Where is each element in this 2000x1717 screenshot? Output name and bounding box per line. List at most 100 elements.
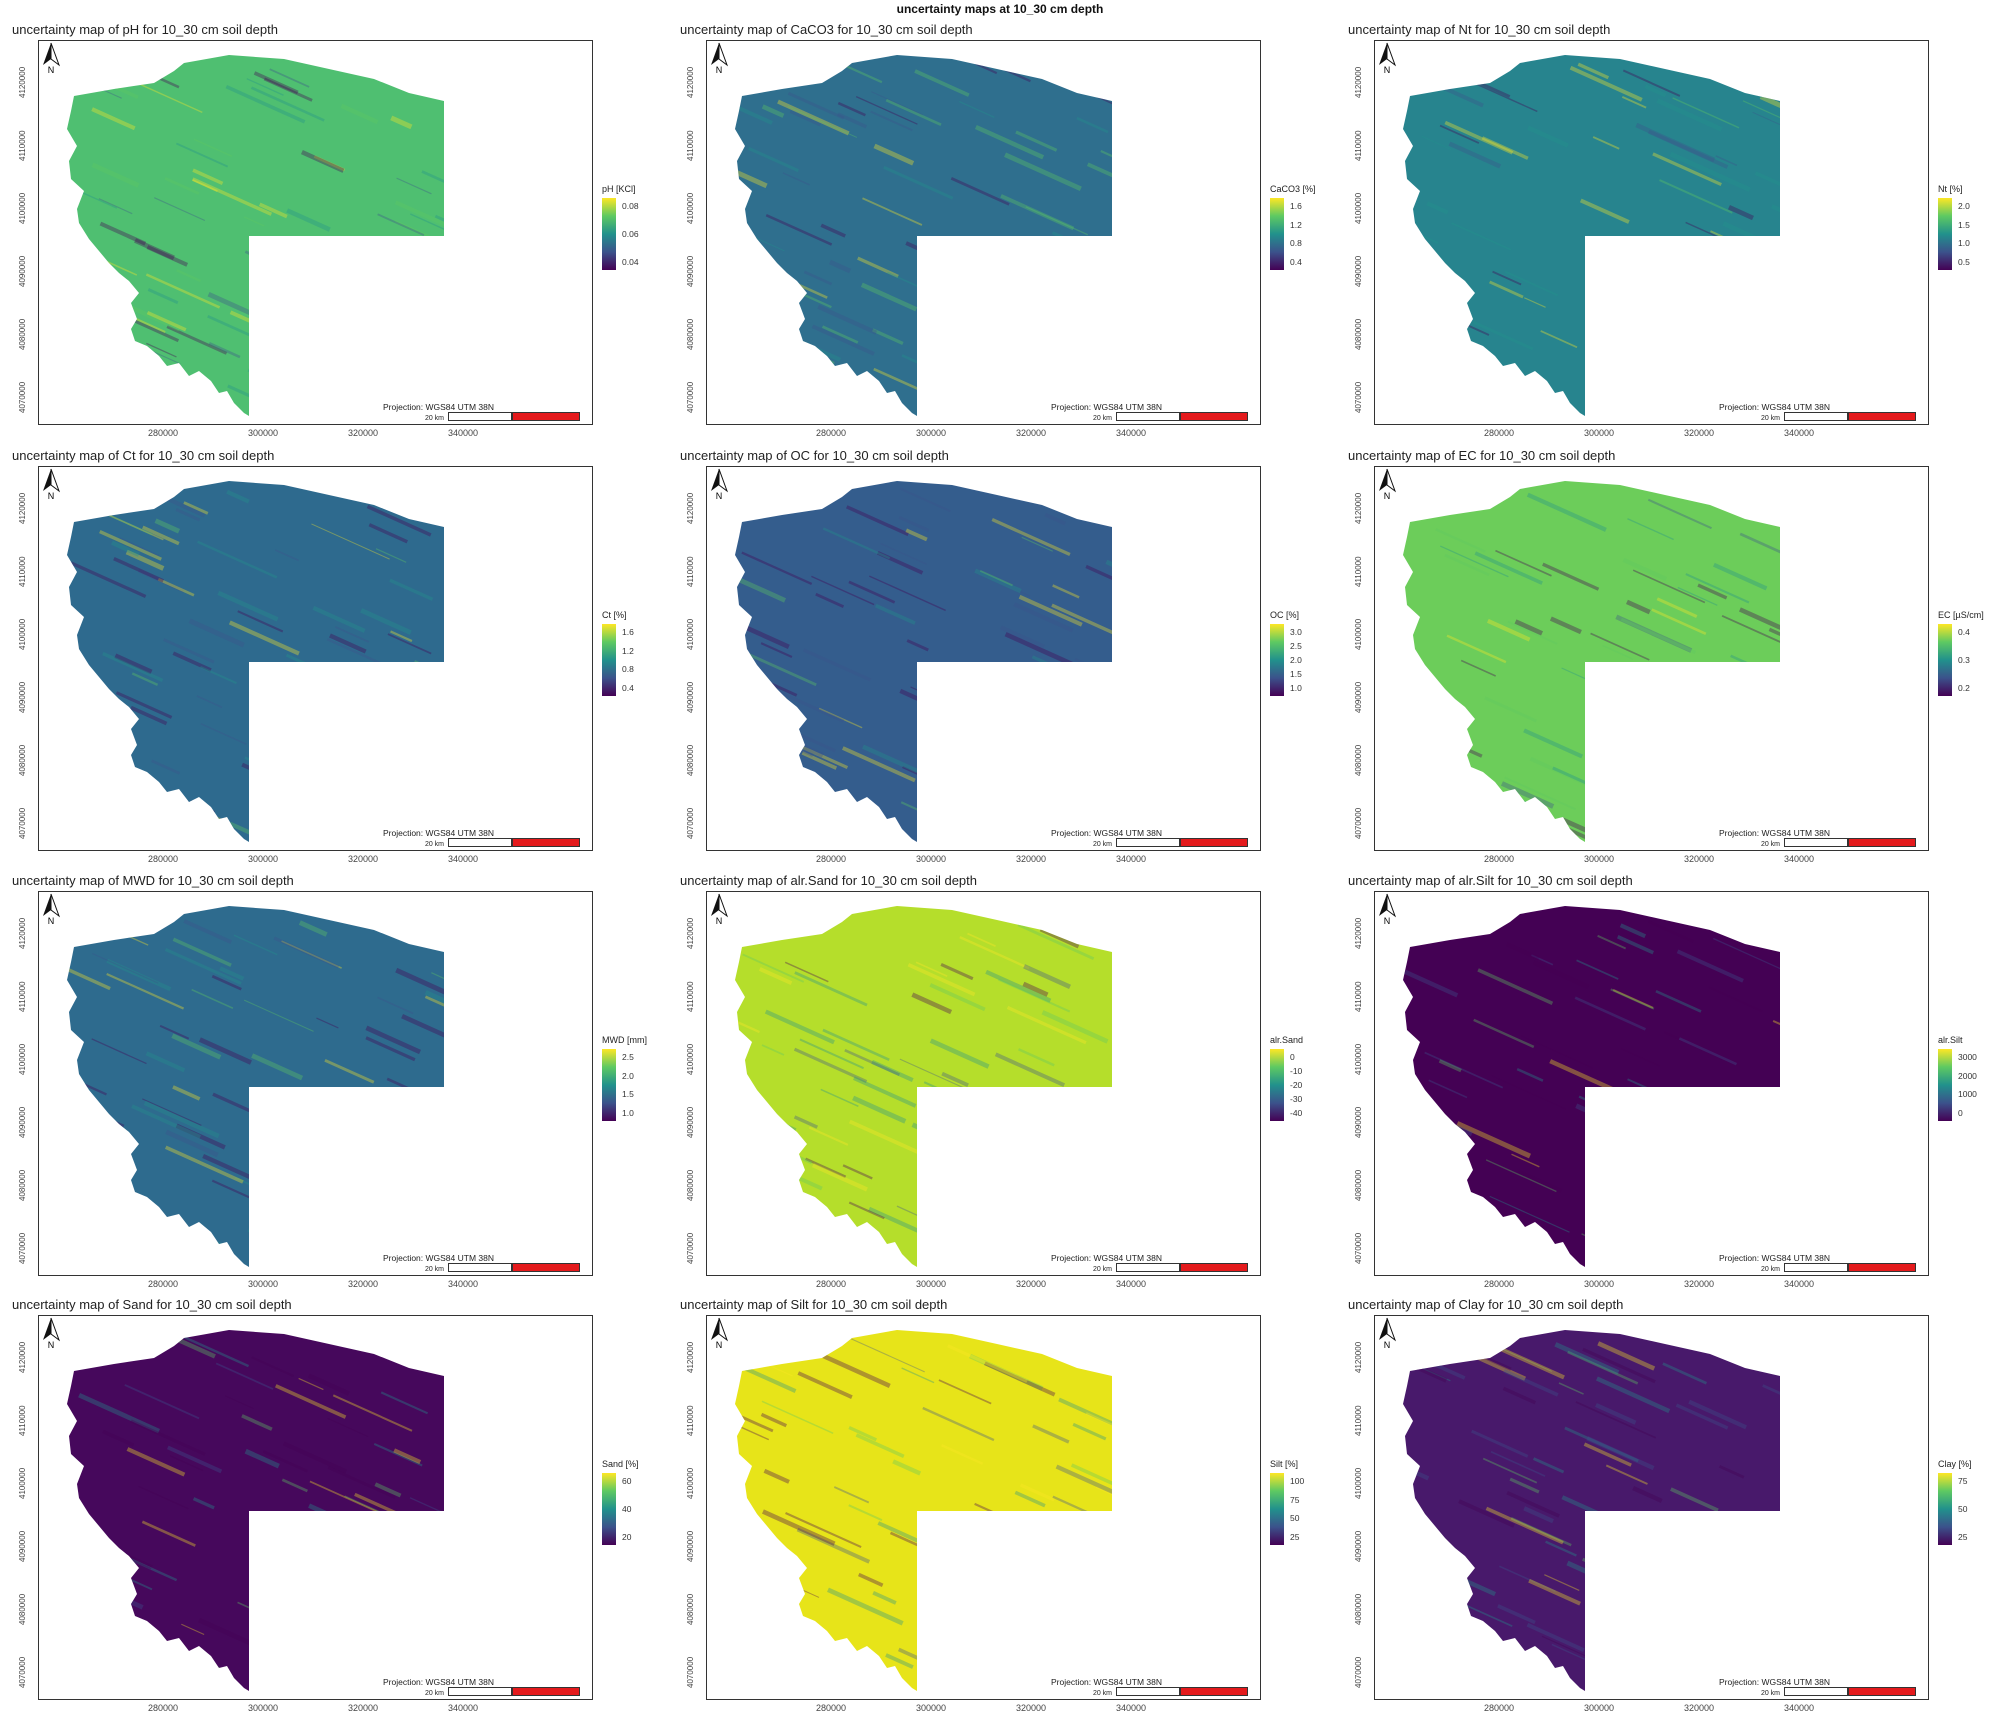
map-frame: N Projection: WGS84 UTM 38N 20 km [38, 1315, 593, 1700]
texture-streak [1412, 320, 1463, 346]
texture-streak [841, 1668, 898, 1691]
texture-streak [983, 1172, 1019, 1190]
texture-streak [181, 1623, 205, 1636]
texture-streak [1013, 602, 1074, 633]
x-tick-label: 280000 [1483, 1279, 1515, 1289]
texture-streak [143, 1100, 220, 1139]
x-tick-label: 340000 [1115, 428, 1147, 438]
y-tick-label: 4100000 [18, 1043, 27, 1075]
legend-tick-label: 1.5 [1952, 219, 1970, 230]
legend-title: alr.Silt [1938, 1035, 1963, 1045]
texture-streak [435, 284, 444, 299]
texture-streak [329, 633, 367, 654]
texture-streak [1471, 1429, 1529, 1458]
texture-streak [1739, 241, 1780, 277]
texture-streak [1458, 1499, 1515, 1528]
north-arrow-icon: N [1379, 893, 1397, 926]
map-canvas [67, 481, 444, 842]
texture-streak [801, 751, 838, 770]
texture-streak [911, 992, 953, 1015]
legend: pH [KCl] 0.08 0.06 0.04 [602, 184, 666, 304]
legend-colorbar [1938, 1473, 1952, 1545]
texture-streak [260, 1517, 320, 1547]
map-panel: uncertainty map of Silt for 10_30 cm soi… [678, 1297, 1338, 1717]
x-tick-label: 300000 [915, 428, 947, 438]
texture-streak [1017, 923, 1095, 960]
texture-streak [434, 214, 444, 250]
y-tick-label: 4090000 [18, 1106, 27, 1138]
texture-streak [1495, 549, 1552, 577]
map-frame: N Projection: WGS84 UTM 38N 20 km [706, 466, 1261, 851]
texture-streak [1527, 125, 1569, 148]
texture-streak [1485, 1159, 1557, 1193]
texture-streak [1034, 1569, 1073, 1588]
texture-streak [885, 98, 942, 126]
texture-streak [837, 101, 866, 117]
texture-streak [1672, 729, 1731, 758]
legend-tick-label: 1.6 [1284, 201, 1302, 211]
texture-streak [147, 288, 179, 305]
texture-streak [1486, 618, 1531, 642]
texture-streak [1485, 1506, 1564, 1545]
texture-streak [1698, 1174, 1733, 1193]
texture-streak [332, 1394, 413, 1432]
texture-streak [1076, 116, 1109, 134]
texture-streak [198, 1037, 252, 1065]
texture-streak [1721, 614, 1780, 648]
texture-streak [76, 1579, 102, 1594]
texture-streak [797, 1371, 853, 1399]
map-panel: uncertainty map of alr.Silt for 10_30 cm… [1346, 873, 2000, 1293]
texture-streak [1647, 498, 1712, 530]
scalebar-red-segment [1180, 838, 1248, 847]
texture-streak [958, 100, 995, 118]
texture-streak [1624, 787, 1659, 806]
scalebar-label: 20 km [1760, 415, 1780, 422]
scalebar [1116, 838, 1248, 848]
texture-streak [1004, 632, 1074, 667]
projection-label: Projection: WGS84 UTM 38N [1718, 402, 1830, 412]
texture-streak [907, 962, 976, 997]
x-tick-label: 320000 [1015, 854, 1047, 864]
texture-streak [401, 1014, 444, 1049]
panel-title: uncertainty map of EC for 10_30 cm soil … [1348, 448, 1616, 463]
texture-streak [1582, 1347, 1656, 1384]
texture-streak [1663, 1177, 1687, 1189]
texture-streak [1004, 152, 1082, 192]
texture-streak [251, 767, 283, 786]
texture-streak [760, 1412, 788, 1428]
texture-streak [251, 1356, 295, 1378]
texture-streak [1694, 669, 1723, 685]
texture-streak [172, 1085, 201, 1101]
texture-streak [1428, 1079, 1468, 1099]
texture-streak [1511, 1153, 1540, 1168]
texture-streak [1627, 1612, 1704, 1650]
scalebar-label: 20 km [424, 841, 444, 848]
texture-streak [334, 626, 370, 643]
texture-streak [1504, 270, 1559, 297]
texture-streak [1770, 204, 1780, 243]
texture-streak [390, 115, 413, 130]
texture-streak [873, 143, 915, 166]
texture-streak [837, 112, 868, 129]
texture-streak [1678, 1037, 1738, 1066]
texture-streak [251, 1053, 304, 1081]
legend-tick-label: 0.2 [1952, 683, 1970, 693]
legend-tick-label: 3000 [1952, 1052, 1977, 1062]
texture-streak [300, 150, 345, 173]
texture-streak [1576, 959, 1619, 980]
y-tick-label: 4080000 [686, 1593, 695, 1625]
texture-streak [1067, 1200, 1112, 1232]
texture-streak [1517, 1169, 1563, 1194]
legend-tick-label: 50 [1951, 1504, 1968, 1514]
texture-streak [1012, 1637, 1069, 1665]
y-tick-label: 4080000 [18, 744, 27, 776]
texture-streak [244, 1448, 280, 1469]
texture-streak [1005, 815, 1056, 842]
legend-title: alr.Sand [1270, 1035, 1304, 1045]
y-tick-label: 4080000 [686, 744, 695, 776]
x-tick-label: 300000 [1583, 428, 1615, 438]
legend: alr.Sand 0 -10 -20 -30 -40 [1270, 1035, 1334, 1155]
map-canvas [735, 1330, 1112, 1691]
texture-streak [290, 1087, 355, 1120]
scalebar-label: 20 km [1092, 1690, 1112, 1697]
